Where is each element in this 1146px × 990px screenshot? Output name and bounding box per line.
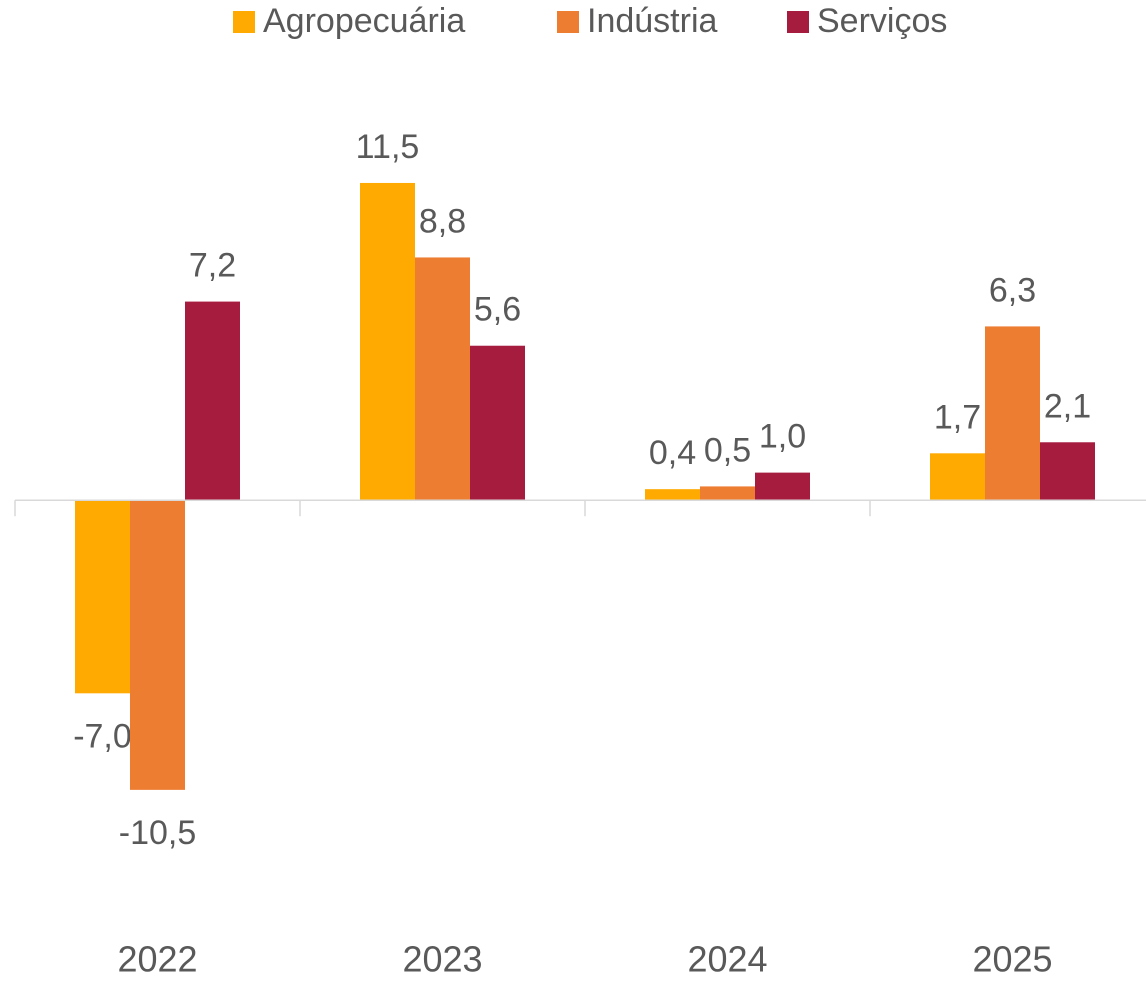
data-label: 0,5 (704, 431, 751, 469)
data-label: 8,8 (419, 202, 466, 240)
data-label: 1,0 (759, 418, 806, 456)
data-label: 2,1 (1044, 387, 1091, 425)
bar (755, 472, 810, 501)
x-tick-label: 2024 (687, 939, 767, 980)
bar (645, 489, 700, 501)
bar (415, 257, 470, 501)
bar (75, 500, 130, 694)
bar (360, 182, 415, 501)
data-label: -10,5 (119, 814, 197, 852)
x-tick-label: 2022 (117, 939, 197, 980)
x-tick-label: 2025 (972, 939, 1052, 980)
bar (130, 500, 185, 790)
bar (470, 345, 525, 501)
data-label: 0,4 (649, 434, 696, 472)
legend-label: Agropecuária (263, 2, 465, 40)
bar (985, 326, 1040, 501)
data-label: 11,5 (356, 128, 420, 166)
data-label: 6,3 (989, 271, 1036, 309)
bar (700, 486, 755, 501)
legend-label: Indústria (587, 2, 717, 40)
data-label: 5,6 (474, 291, 521, 329)
bar (185, 301, 240, 501)
bar (930, 453, 985, 501)
legend-swatch (557, 11, 579, 33)
data-label: 1,7 (934, 398, 981, 436)
data-label: 7,2 (189, 247, 236, 285)
x-tick-label: 2023 (402, 939, 482, 980)
legend-swatch (787, 11, 809, 33)
legend-swatch (233, 11, 255, 33)
legend-label: Serviços (817, 2, 947, 40)
data-label: -7,0 (73, 717, 132, 755)
bar (1040, 442, 1095, 501)
